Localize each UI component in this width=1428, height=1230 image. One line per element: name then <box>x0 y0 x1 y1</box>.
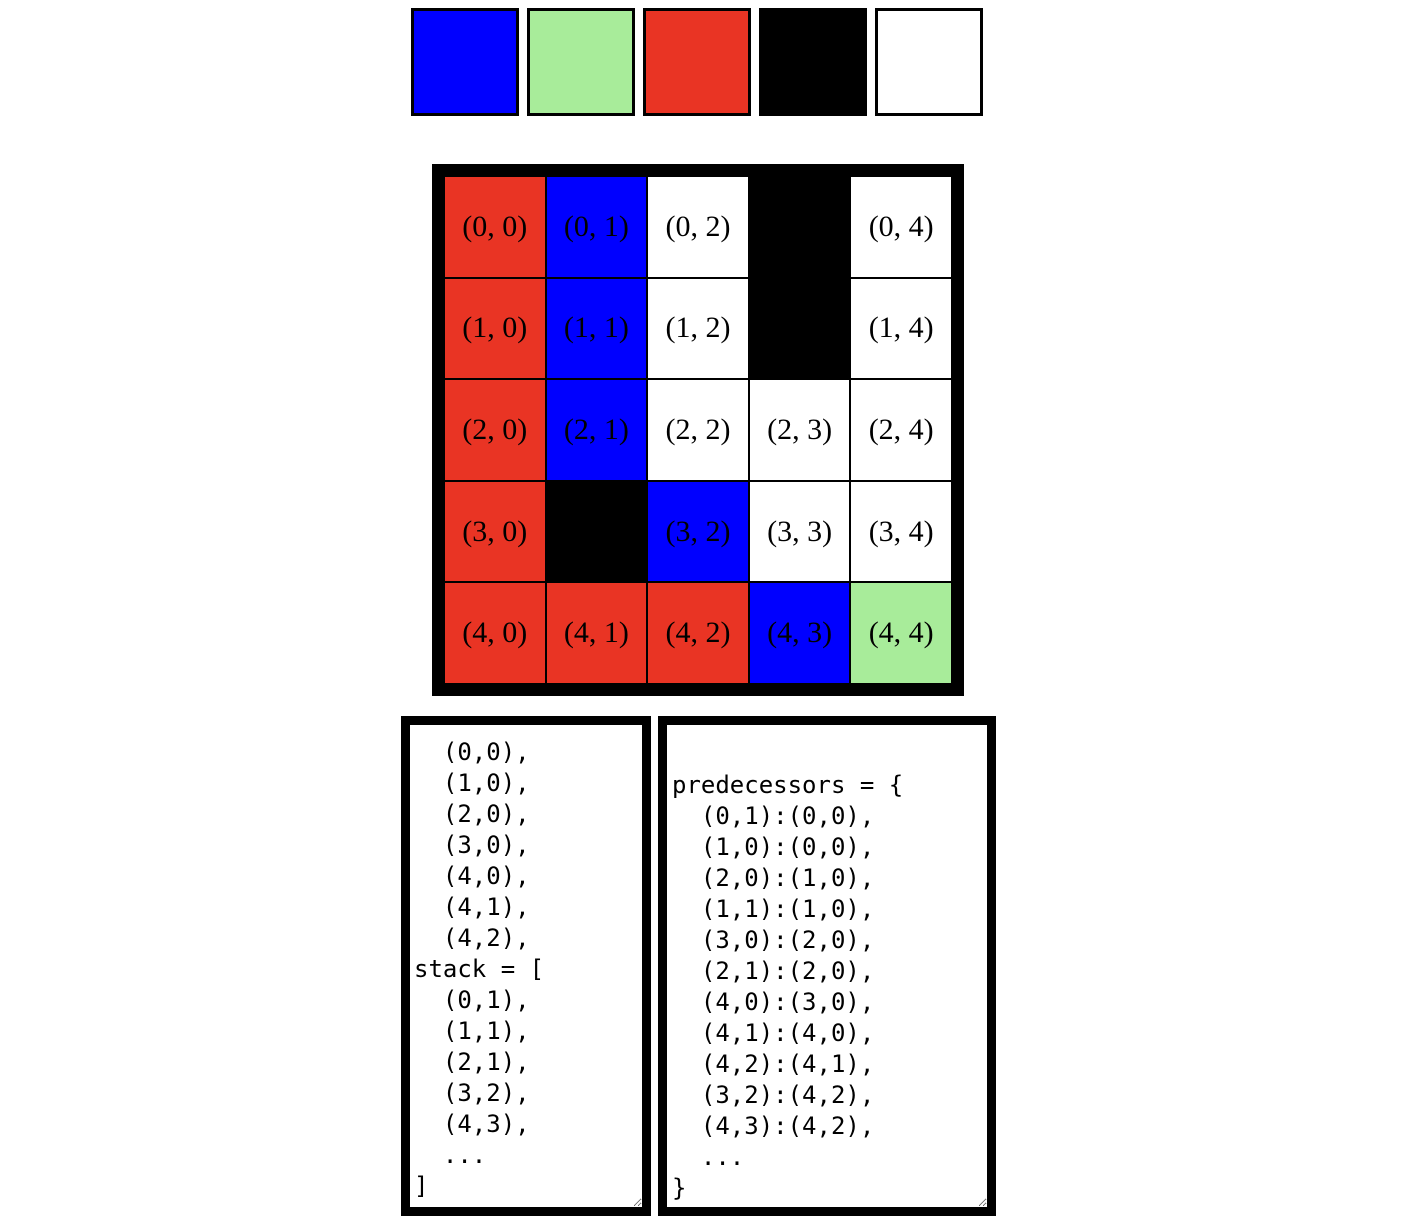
grid-cell-4-2[interactable]: (4, 2) <box>647 582 749 684</box>
grid-cell-2-0[interactable]: (2, 0) <box>444 379 546 481</box>
grid-cell-1-1[interactable]: (1, 1) <box>545 277 648 380</box>
color-palette <box>411 8 983 116</box>
maze-grid: (0, 0) (0, 1) (0, 2) (0, 4) (1, 0) (1, 1) (1, … <box>432 164 964 696</box>
grid-cell-2-1[interactable]: (2, 1) <box>545 379 648 481</box>
grid-cell-3-0[interactable]: (3, 0) <box>444 480 546 583</box>
grid-cell-3-1[interactable] <box>545 480 648 583</box>
grid-cell-1-0[interactable]: (1, 0) <box>444 277 546 380</box>
grid-cell-2-3[interactable]: (2, 3) <box>748 379 851 481</box>
color-swatch-blue[interactable] <box>411 8 519 116</box>
color-swatch-light-green[interactable] <box>527 8 635 116</box>
grid-cell-3-3[interactable]: (3, 3) <box>748 480 851 583</box>
grid-cell-1-4[interactable]: (1, 4) <box>850 277 952 380</box>
grid-cell-4-1[interactable]: (4, 1) <box>545 582 648 684</box>
predecessors-textarea[interactable] <box>667 725 987 1207</box>
color-swatch-black[interactable] <box>759 8 867 116</box>
grid-cell-4-0[interactable]: (4, 0) <box>444 582 546 684</box>
grid-cell-2-2[interactable]: (2, 2) <box>647 379 749 481</box>
grid-cell-1-2[interactable]: (1, 2) <box>647 277 749 380</box>
grid-cell-0-3[interactable] <box>748 176 851 278</box>
grid-cell-0-0[interactable]: (0, 0) <box>444 176 546 278</box>
grid-cell-4-3[interactable]: (4, 3) <box>748 582 851 684</box>
grid-cell-0-1[interactable]: (0, 1) <box>545 176 648 278</box>
grid-cell-2-4[interactable]: (2, 4) <box>850 379 952 481</box>
stack-panel <box>401 716 651 1216</box>
grid-cell-3-2[interactable]: (3, 2) <box>647 480 749 583</box>
grid-cell-4-4[interactable]: (4, 4) <box>850 582 952 684</box>
grid-cell-0-2[interactable]: (0, 2) <box>647 176 749 278</box>
grid-cell-1-3[interactable] <box>748 277 851 380</box>
grid-cell-3-4[interactable]: (3, 4) <box>850 480 952 583</box>
grid-cell-0-4[interactable]: (0, 4) <box>850 176 952 278</box>
color-swatch-red[interactable] <box>643 8 751 116</box>
stack-textarea[interactable] <box>410 725 642 1207</box>
predecessors-panel <box>658 716 996 1216</box>
color-swatch-white[interactable] <box>875 8 983 116</box>
